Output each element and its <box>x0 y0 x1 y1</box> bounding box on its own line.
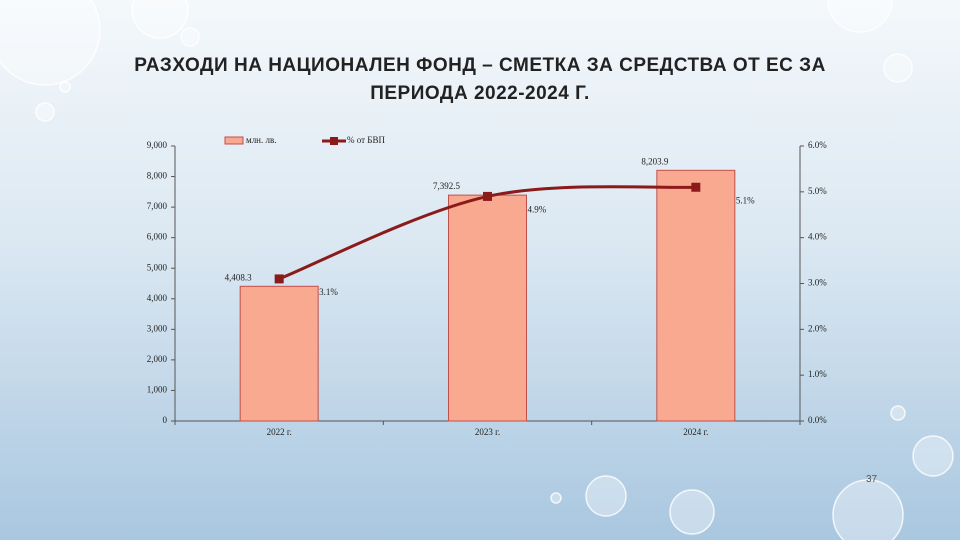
y2-tick-label: 5.0% <box>808 186 827 196</box>
bubble <box>827 0 893 33</box>
bubble <box>890 405 906 421</box>
y2-tick-label: 4.0% <box>808 232 827 242</box>
x-tick-label: 2023 г. <box>475 427 500 437</box>
x-tick-label: 2022 г. <box>267 427 292 437</box>
bubble <box>912 435 954 477</box>
bar <box>448 194 527 422</box>
y-tick-label: 2,000 <box>147 354 168 364</box>
legend-label: млн. лв. <box>246 135 277 145</box>
line-marker <box>483 191 492 201</box>
y-tick-label: 1,000 <box>147 385 168 395</box>
line-value-label: 3.1% <box>319 287 338 297</box>
bar-value-label: 4,408.3 <box>225 272 253 282</box>
bubble <box>550 492 562 504</box>
bubble <box>0 0 101 86</box>
y-tick-label: 4,000 <box>147 293 168 303</box>
bubble <box>35 102 55 122</box>
y-tick-label: 6,000 <box>147 232 168 242</box>
legend-label: % от БВП <box>347 135 385 145</box>
bubble <box>585 475 627 517</box>
line-value-label: 5.1% <box>736 195 755 205</box>
y2-tick-label: 3.0% <box>808 278 827 288</box>
y-tick-label: 9,000 <box>147 140 168 150</box>
y2-tick-label: 0.0% <box>808 415 827 425</box>
line-value-label: 4.9% <box>528 204 547 214</box>
line-marker <box>274 274 284 284</box>
line-marker <box>691 182 701 192</box>
bubble <box>180 27 200 47</box>
slide-title: РАЗХОДИ НА НАЦИОНАЛЕН ФОНД – СМЕТКА ЗА С… <box>134 55 826 104</box>
bubble <box>59 81 71 93</box>
x-tick-label: 2024 г. <box>683 427 708 437</box>
bubble <box>832 479 904 540</box>
bar <box>239 285 319 422</box>
bubble <box>883 53 913 83</box>
y-tick-label: 8,000 <box>147 171 168 181</box>
y-tick-label: 7,000 <box>147 201 168 211</box>
y2-tick-label: 6.0% <box>808 140 827 150</box>
bar-value-label: 8,203.9 <box>641 156 669 166</box>
bar-value-label: 7,392.5 <box>433 181 461 191</box>
y-tick-label: 5,000 <box>147 262 168 272</box>
bar <box>656 169 736 422</box>
legend-marker <box>330 137 338 145</box>
bubble <box>131 0 189 39</box>
bubble <box>669 489 715 535</box>
y-tick-label: 3,000 <box>147 323 168 333</box>
y-tick-label: 0 <box>163 415 168 425</box>
page-number: 37 <box>866 474 878 485</box>
y2-tick-label: 2.0% <box>808 323 827 333</box>
y2-tick-label: 1.0% <box>808 369 827 379</box>
legend-swatch <box>224 136 244 145</box>
